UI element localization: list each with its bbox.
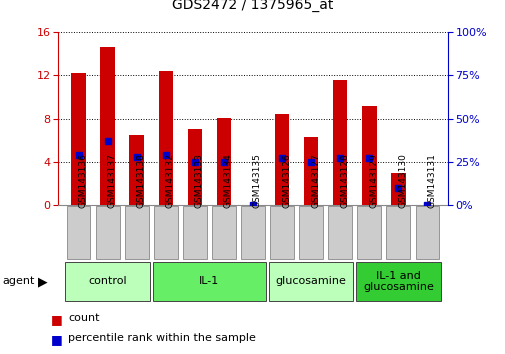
Text: percentile rank within the sample: percentile rank within the sample (68, 333, 256, 343)
FancyBboxPatch shape (125, 206, 148, 259)
FancyBboxPatch shape (270, 206, 293, 259)
Text: IL-1: IL-1 (199, 276, 219, 286)
Text: GSM143126: GSM143126 (281, 153, 290, 207)
FancyBboxPatch shape (154, 206, 177, 259)
FancyBboxPatch shape (356, 262, 440, 301)
FancyBboxPatch shape (298, 206, 322, 259)
Text: GSM143137: GSM143137 (108, 153, 116, 207)
Text: GSM143136: GSM143136 (78, 153, 87, 207)
FancyBboxPatch shape (269, 262, 352, 301)
Bar (100, 47, 115, 205)
Text: ▶: ▶ (38, 275, 48, 288)
Text: glucosamine: glucosamine (275, 276, 346, 286)
Text: GSM143130: GSM143130 (397, 153, 407, 207)
FancyBboxPatch shape (328, 206, 351, 259)
FancyBboxPatch shape (240, 206, 265, 259)
Text: GSM143131: GSM143131 (427, 153, 436, 207)
FancyBboxPatch shape (67, 206, 90, 259)
Bar (332, 80, 347, 205)
Text: GSM143133: GSM143133 (194, 153, 204, 207)
Text: GSM143128: GSM143128 (339, 153, 348, 207)
FancyBboxPatch shape (183, 206, 207, 259)
Text: GSM143127: GSM143127 (311, 153, 320, 207)
Bar (361, 105, 376, 205)
Text: GDS2472 / 1375965_at: GDS2472 / 1375965_at (172, 0, 333, 12)
Text: control: control (88, 276, 127, 286)
Text: ■: ■ (50, 313, 62, 326)
Bar (390, 173, 405, 205)
Bar (274, 114, 289, 205)
FancyBboxPatch shape (357, 206, 380, 259)
FancyBboxPatch shape (415, 206, 438, 259)
Bar (304, 137, 318, 205)
Bar (129, 135, 144, 205)
Text: IL-1 and
glucosamine: IL-1 and glucosamine (362, 270, 433, 292)
Text: GSM143129: GSM143129 (369, 153, 378, 207)
Text: GSM143132: GSM143132 (166, 153, 174, 207)
Text: GSM143138: GSM143138 (136, 153, 145, 207)
Bar (216, 118, 231, 205)
FancyBboxPatch shape (65, 262, 149, 301)
FancyBboxPatch shape (95, 206, 119, 259)
FancyBboxPatch shape (153, 262, 266, 301)
FancyBboxPatch shape (386, 206, 410, 259)
Text: GSM143134: GSM143134 (224, 153, 232, 207)
Bar (158, 71, 173, 205)
FancyBboxPatch shape (212, 206, 235, 259)
Bar (71, 73, 86, 205)
Text: GSM143135: GSM143135 (252, 153, 262, 207)
Text: ■: ■ (50, 333, 62, 346)
Text: count: count (68, 313, 99, 323)
Text: agent: agent (3, 276, 35, 286)
Bar (187, 130, 201, 205)
